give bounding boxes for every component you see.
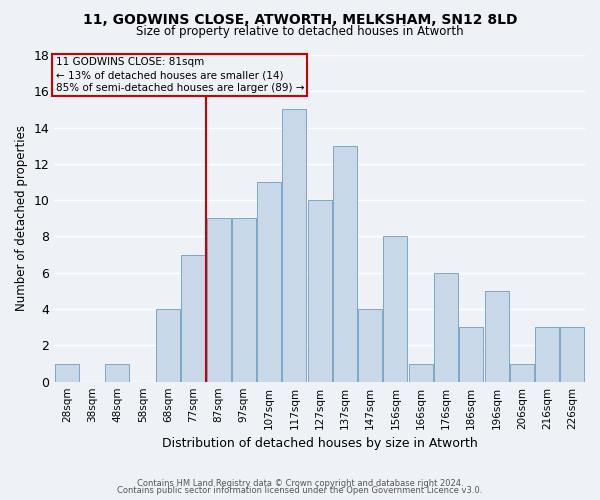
Bar <box>358 309 382 382</box>
Bar <box>283 110 307 382</box>
Bar <box>485 291 509 382</box>
Bar <box>181 254 205 382</box>
Bar <box>206 218 230 382</box>
Bar <box>510 364 534 382</box>
Bar <box>383 236 407 382</box>
Text: Contains HM Land Registry data © Crown copyright and database right 2024.: Contains HM Land Registry data © Crown c… <box>137 478 463 488</box>
Bar <box>333 146 357 382</box>
Bar <box>257 182 281 382</box>
X-axis label: Distribution of detached houses by size in Atworth: Distribution of detached houses by size … <box>162 437 478 450</box>
Bar <box>459 327 483 382</box>
Bar <box>308 200 332 382</box>
Bar <box>535 327 559 382</box>
Bar <box>156 309 180 382</box>
Bar <box>232 218 256 382</box>
Text: 11 GODWINS CLOSE: 81sqm
← 13% of detached houses are smaller (14)
85% of semi-de: 11 GODWINS CLOSE: 81sqm ← 13% of detache… <box>56 57 304 93</box>
Bar <box>434 273 458 382</box>
Y-axis label: Number of detached properties: Number of detached properties <box>15 126 28 312</box>
Bar <box>560 327 584 382</box>
Bar <box>106 364 130 382</box>
Bar <box>409 364 433 382</box>
Text: Contains public sector information licensed under the Open Government Licence v3: Contains public sector information licen… <box>118 486 482 495</box>
Text: Size of property relative to detached houses in Atworth: Size of property relative to detached ho… <box>136 25 464 38</box>
Text: 11, GODWINS CLOSE, ATWORTH, MELKSHAM, SN12 8LD: 11, GODWINS CLOSE, ATWORTH, MELKSHAM, SN… <box>83 12 517 26</box>
Bar <box>55 364 79 382</box>
